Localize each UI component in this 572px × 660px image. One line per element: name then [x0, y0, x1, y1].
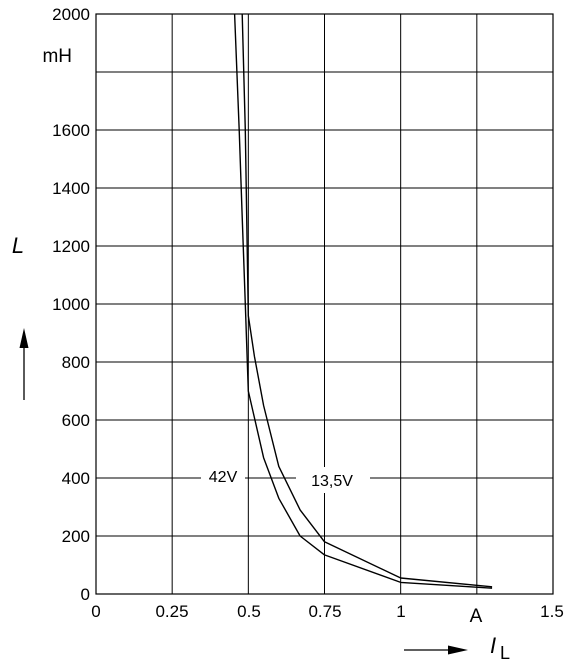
x-tick-label: 1 — [396, 602, 405, 621]
y-tick-label: 1000 — [52, 295, 90, 314]
series-label-42v: 42V — [209, 469, 238, 486]
x-tick-label: 0 — [91, 602, 100, 621]
x-tick-label: 1.5 — [540, 602, 564, 621]
x-axis-arrow-head — [448, 645, 468, 655]
y-tick-label: 0 — [81, 585, 90, 604]
y-tick-label: 200 — [62, 527, 90, 546]
y-tick-label: 1400 — [52, 179, 90, 198]
series-label-bg — [296, 467, 370, 493]
x-tick-labels: 0 0.25 0.5 0.75 1 1.5 — [91, 602, 564, 621]
series-label-bg — [201, 463, 245, 489]
y-unit-label: mH — [42, 46, 72, 67]
y-axis-arrow-head — [19, 328, 29, 348]
y-tick-labels: 0 200 400 600 800 1000 1200 1400 1600 20… — [52, 5, 90, 604]
series-line-1 — [241, 13, 493, 588]
y-tick-label: 2000 — [52, 5, 90, 24]
y-axis-symbol: L — [12, 233, 24, 258]
x-unit-label: A — [470, 606, 483, 627]
x-tick-label: 0.75 — [308, 602, 341, 621]
y-tick-label: 1200 — [52, 237, 90, 256]
x-axis-symbol: I — [490, 633, 496, 658]
y-tick-label: 800 — [62, 353, 90, 372]
series-group — [233, 13, 493, 589]
series-label-13-5v: 13,5V — [311, 473, 353, 490]
y-tick-label: 600 — [62, 411, 90, 430]
series-line-0 — [233, 13, 493, 589]
x-axis-symbol-subscript: L — [500, 643, 510, 660]
y-tick-label: 1600 — [52, 121, 90, 140]
x-tick-label: 0.25 — [155, 602, 188, 621]
x-tick-label: 0.5 — [237, 602, 261, 621]
y-tick-label: 400 — [62, 469, 90, 488]
grid-lines — [96, 14, 553, 594]
